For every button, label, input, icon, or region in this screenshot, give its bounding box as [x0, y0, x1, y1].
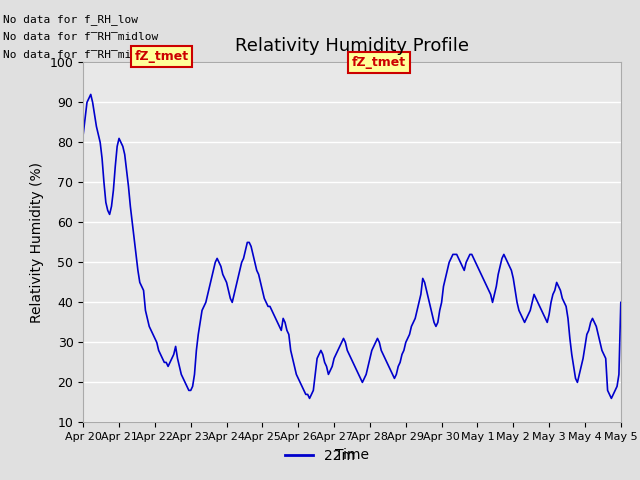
Text: No data for f_RH_low: No data for f_RH_low — [3, 13, 138, 24]
Legend: 22m: 22m — [280, 443, 360, 468]
Title: Relativity Humidity Profile: Relativity Humidity Profile — [235, 37, 469, 55]
Text: No data for f̅RH̅midtop: No data for f̅RH̅midtop — [3, 50, 159, 60]
X-axis label: Time: Time — [335, 448, 369, 462]
Text: fZ_tmet: fZ_tmet — [134, 50, 189, 63]
Text: fZ_tmet: fZ_tmet — [352, 56, 406, 69]
Text: No data for f̅RH̅midlow: No data for f̅RH̅midlow — [3, 32, 159, 42]
Y-axis label: Relativity Humidity (%): Relativity Humidity (%) — [30, 162, 44, 323]
